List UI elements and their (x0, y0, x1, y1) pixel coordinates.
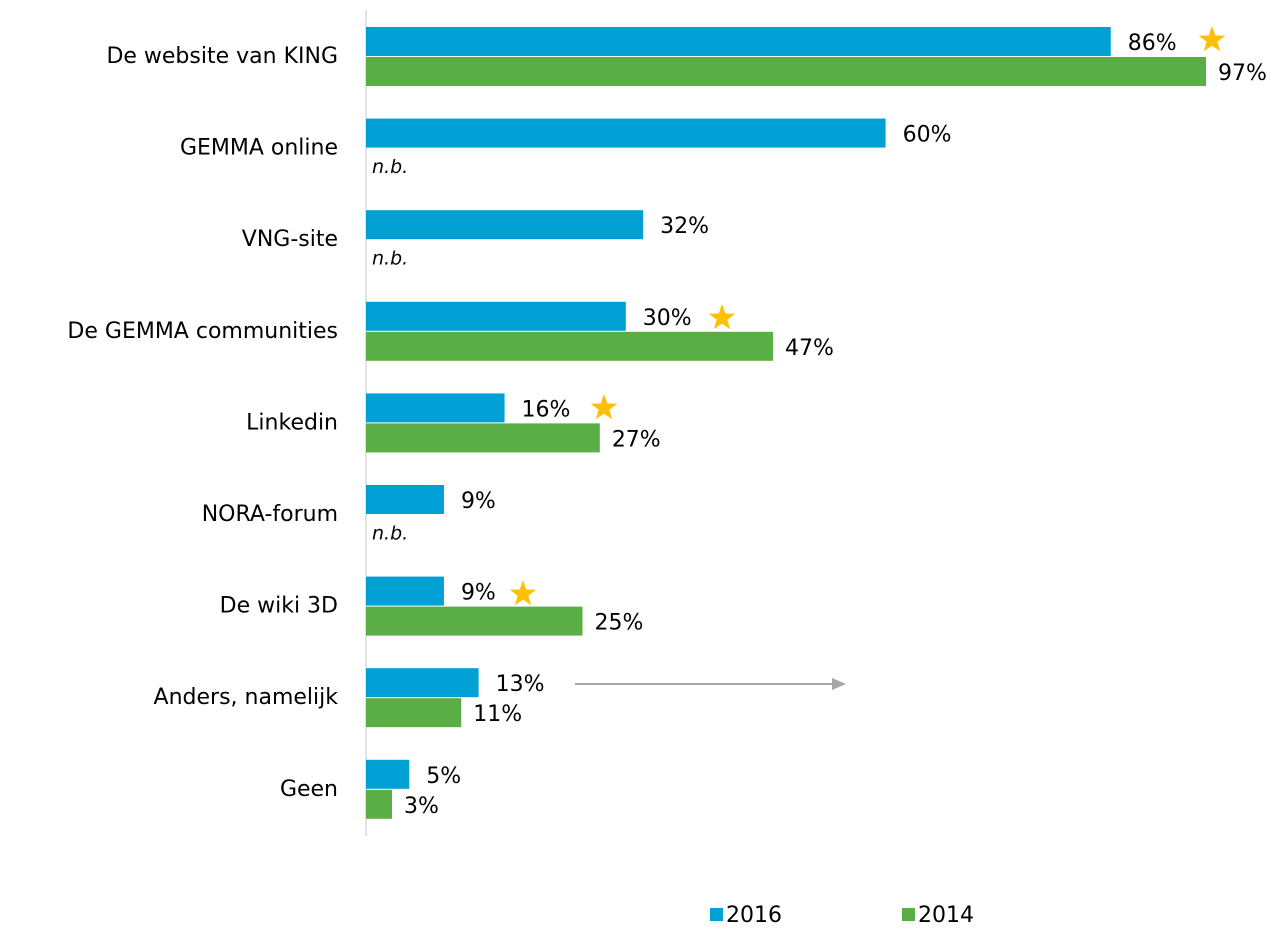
arrow-head (832, 678, 846, 690)
bar (366, 668, 479, 698)
category-label: Linkedin (246, 410, 338, 435)
legend-label: 2016 (726, 903, 782, 928)
value-label: 27% (612, 427, 661, 452)
bar (366, 698, 462, 728)
star (1198, 26, 1226, 52)
value-label: 11% (473, 702, 522, 727)
star (590, 394, 618, 420)
significance-stars (509, 26, 1226, 606)
value-label: 97% (1218, 61, 1267, 86)
legend-swatch (710, 908, 723, 921)
missing-label: n.b. (372, 523, 408, 545)
value-label: 32% (660, 214, 709, 239)
bar (366, 423, 600, 453)
value-label: 13% (496, 672, 545, 697)
missing-label: n.b. (372, 156, 408, 178)
value-label: 30% (643, 306, 692, 331)
star (509, 580, 537, 606)
bar (366, 759, 410, 789)
bar (366, 57, 1207, 86)
missing-label: n.b. (372, 248, 408, 270)
legend-swatch (902, 908, 915, 921)
bar (366, 301, 626, 331)
bar (366, 789, 392, 819)
bar (366, 393, 505, 423)
value-label: 9% (461, 581, 496, 606)
value-label: 60% (903, 123, 952, 148)
category-label: De website van KING (106, 44, 338, 69)
value-label: 86% (1128, 31, 1177, 56)
category-label: GEMMA online (180, 136, 338, 161)
value-label: 5% (426, 764, 461, 789)
bar (366, 606, 583, 636)
category-label: Anders, namelijk (154, 685, 339, 710)
bar (366, 331, 774, 361)
legend-label: 2014 (918, 903, 974, 928)
category-label: NORA-forum (202, 502, 338, 527)
value-label: 25% (595, 611, 644, 636)
bar (366, 576, 444, 606)
value-label: 47% (785, 336, 834, 361)
value-label: 16% (522, 397, 571, 422)
bar (366, 485, 444, 514)
value-label: 3% (404, 794, 439, 819)
category-label: De wiki 3D (220, 594, 338, 619)
bar (366, 210, 644, 240)
category-label: VNG-site (242, 227, 338, 252)
bar (366, 27, 1111, 56)
bar (366, 118, 886, 148)
category-label: Geen (280, 777, 338, 802)
value-label: 9% (461, 489, 496, 514)
star (708, 304, 736, 330)
category-label: De GEMMA communities (67, 319, 338, 344)
arrow (575, 678, 846, 690)
